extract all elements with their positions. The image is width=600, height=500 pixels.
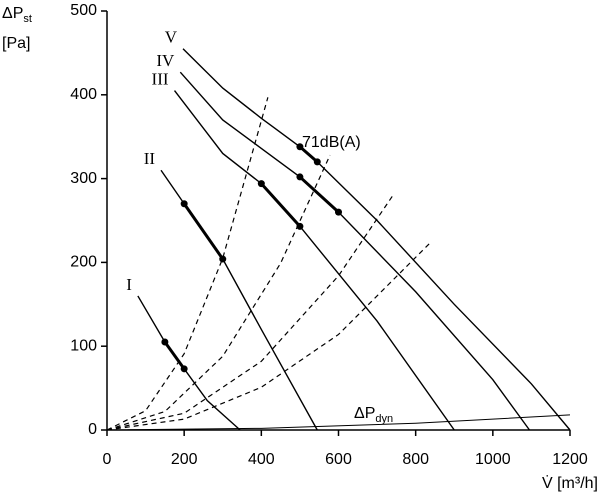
operating-point bbox=[296, 222, 304, 230]
thin-curve bbox=[106, 414, 571, 431]
bold-curve bbox=[163, 341, 186, 370]
operating-point bbox=[180, 200, 188, 208]
dyn-label: ΔPdyn bbox=[354, 405, 393, 425]
operating-point bbox=[161, 338, 169, 346]
y-unit: [Pa] bbox=[2, 35, 30, 52]
x-tick-label: 400 bbox=[248, 451, 275, 468]
x-tick-label: 1200 bbox=[552, 451, 588, 468]
y-tick-label: 100 bbox=[70, 337, 97, 354]
bold-curve bbox=[260, 182, 302, 228]
solid-curve bbox=[182, 48, 571, 431]
bold-curve bbox=[298, 175, 340, 214]
curve-label: IV bbox=[156, 51, 175, 70]
y-tick-label: 500 bbox=[70, 2, 97, 19]
x-label: V̇ [m³/h] bbox=[542, 474, 598, 492]
y-tick-label: 200 bbox=[70, 254, 97, 271]
y-tick-label: 0 bbox=[88, 421, 97, 438]
dashed-curve bbox=[106, 241, 432, 431]
annotation: 71dB(A) bbox=[302, 134, 361, 151]
solid-curve bbox=[160, 169, 318, 431]
dashed-curve bbox=[106, 195, 394, 431]
y-tick-label: 400 bbox=[70, 86, 97, 103]
x-tick-label: 200 bbox=[171, 451, 198, 468]
x-tick-label: 800 bbox=[402, 451, 429, 468]
operating-point bbox=[219, 255, 227, 263]
curve-label: I bbox=[126, 275, 132, 294]
operating-point bbox=[296, 143, 304, 151]
operating-point bbox=[257, 180, 265, 188]
curve-label: III bbox=[152, 70, 169, 89]
curve-label: II bbox=[144, 149, 156, 168]
operating-point bbox=[313, 158, 321, 166]
operating-point bbox=[335, 208, 342, 216]
x-tick-label: 1000 bbox=[475, 451, 511, 468]
bold-curve bbox=[182, 202, 224, 260]
x-tick-label: 0 bbox=[103, 451, 112, 468]
x-tick-label: 600 bbox=[325, 451, 352, 468]
dashed-curve bbox=[106, 154, 331, 431]
curve-label: V bbox=[165, 28, 178, 47]
operating-point bbox=[180, 365, 188, 373]
operating-point bbox=[296, 173, 304, 181]
dashed-curve bbox=[106, 97, 269, 431]
y-label: ΔPst bbox=[2, 5, 32, 25]
bold-curve bbox=[298, 145, 319, 163]
y-tick-label: 300 bbox=[70, 170, 97, 187]
